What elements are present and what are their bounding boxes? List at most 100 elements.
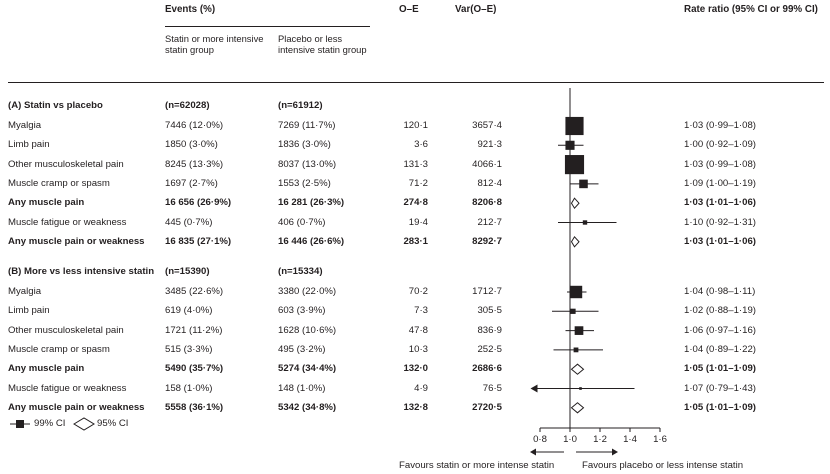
events-group1: 3485 (22·6%) [165,286,224,297]
rate-ratio-text: 1·07 (0·79–1·43) [684,382,756,394]
oe-value: 4·9 [414,382,428,394]
favours-right-arrowhead [612,448,618,456]
point-estimate-square [570,308,576,314]
events-group1: 5490 (35·7%) [165,363,224,375]
ci-diamond [570,402,585,414]
oe-header: O–E [399,4,419,15]
x-axis-tick-label: 1·4 [623,434,638,445]
rate-ratio-text: 1·06 (0·97–1·16) [684,324,756,336]
rate-ratio-text: 1·04 (0·98–1·11) [684,286,756,297]
events-group2: 1553 (2·5%) [278,177,331,189]
ci-arrowhead [530,384,538,393]
oe-value: 3·6 [414,139,428,151]
var-value: 836·9 [477,324,502,336]
rate-ratio-text: 1·05 (1·01–1·09) [684,363,756,375]
var-value: 2720·5 [472,401,502,413]
var-value: 305·5 [477,305,502,317]
var-value: 3657·4 [472,120,502,131]
ci-diamond [570,235,580,248]
row-label: Limb pain [8,305,50,317]
rate-ratio-text: 1·05 (1·01–1·09) [684,401,756,413]
x-axis-tick-label: 0·8 [533,434,547,445]
group2-header: Placebo or less intensive statin group [278,33,367,55]
events-group1: 7446 (12·0%) [165,120,224,131]
var-value: 212·7 [477,216,502,228]
rate-ratio-text: 1·03 (1·01–1·06) [684,197,756,209]
legend-95ci-diamond [73,417,95,431]
section-n-group2: (n=15334) [278,266,323,277]
oe-value: 132·8 [403,401,428,413]
x-axis-tick-label: 1·6 [653,434,667,445]
legend-95ci-label: 95% CI [97,418,129,429]
rate-ratio-text: 1·03 (0·99–1·08) [684,120,756,131]
events-group1: 16 656 (26·9%) [165,197,232,209]
row-label: Myalgia [8,120,42,131]
row-label: Muscle cramp or spasm [8,177,110,189]
rate-ratio-text: 1·03 (1·01–1·06) [684,235,756,247]
events-group2: 16 446 (26·6%) [278,235,345,247]
group1-header: Statin or more intensive statin group [165,33,264,55]
events-group1: 1850 (3·0%) [165,139,218,151]
oe-value: 283·1 [403,235,428,247]
events-group2: 8037 (13·0%) [278,158,337,170]
rate-ratio-text: 1·04 (0·89–1·22) [684,343,756,355]
row-label: Any muscle pain [8,197,85,209]
legend-99ci-label: 99% CI [34,418,66,429]
row-label: Muscle fatigue or weakness [8,216,127,228]
var-value: 252·5 [477,343,502,355]
events-group2: 603 (3·9%) [278,305,326,317]
events-group2: 495 (3·2%) [278,343,326,355]
section-n-group1: (n=62028) [165,100,210,111]
row-label: Other musculoskeletal pain [8,324,124,336]
var-value: 4066·1 [472,158,502,170]
section-n-group1: (n=15390) [165,266,210,277]
events-group2: 1628 (10·6%) [278,324,337,336]
table-header-rule [8,82,824,83]
oe-value: 131·3 [403,158,428,170]
var-value: 1712·7 [472,286,502,297]
oe-value: 71·2 [408,177,428,189]
events-group1: 1721 (11·2%) [165,324,223,336]
x-axis-tick-label: 1·0 [563,434,577,445]
rate-ratio-text: 1·02 (0·88–1·19) [684,305,756,317]
point-estimate-square [579,179,588,189]
oe-value: 120·1 [403,120,428,131]
legend-99ci-square [16,420,24,428]
events-group1: 16 835 (27·1%) [165,235,232,247]
rate-ratio-text: 1·00 (0·92–1·09) [684,139,756,151]
events-group2: 7269 (11·7%) [278,120,336,131]
events-group1: 158 (1·0%) [165,382,213,394]
events-group1: 8245 (13·3%) [165,158,224,170]
oe-value: 132·0 [403,363,428,375]
events-group1: 1697 (2·7%) [165,177,218,189]
section-title: (A) Statin vs placebo [8,100,103,111]
point-estimate-square [565,140,575,150]
oe-value: 7·3 [414,305,428,317]
oe-value: 70·2 [408,286,428,297]
oe-value: 274·8 [403,197,428,209]
events-group2: 5274 (34·4%) [278,363,337,375]
events-group2: 16 281 (26·3%) [278,197,345,209]
row-label: Any muscle pain or weakness [8,401,145,413]
var-value: 8206·8 [472,197,502,209]
row-label: Muscle fatigue or weakness [8,382,127,394]
events-group1: 515 (3·3%) [165,343,213,355]
favours-left-arrowhead [530,448,536,456]
row-label: Myalgia [8,286,42,297]
var-header: Var(O–E) [455,4,497,15]
var-value: 8292·7 [472,235,502,247]
section-title: (B) More vs less intensive statin [8,266,155,277]
favours-right-label: Favours placebo or less intense statin [582,460,744,471]
events-group1: 619 (4·0%) [165,305,213,317]
row-label: Other musculoskeletal pain [8,158,124,170]
events-group2: 148 (1·0%) [278,382,326,394]
var-value: 2686·6 [472,363,502,375]
row-label: Any muscle pain [8,363,85,375]
var-value: 76·5 [482,382,502,394]
oe-value: 19·4 [408,216,428,228]
events-group2: 406 (0·7%) [278,216,326,228]
row-label: Muscle cramp or spasm [8,343,110,355]
oe-value: 47·8 [408,324,428,336]
ci-diamond [570,363,585,375]
